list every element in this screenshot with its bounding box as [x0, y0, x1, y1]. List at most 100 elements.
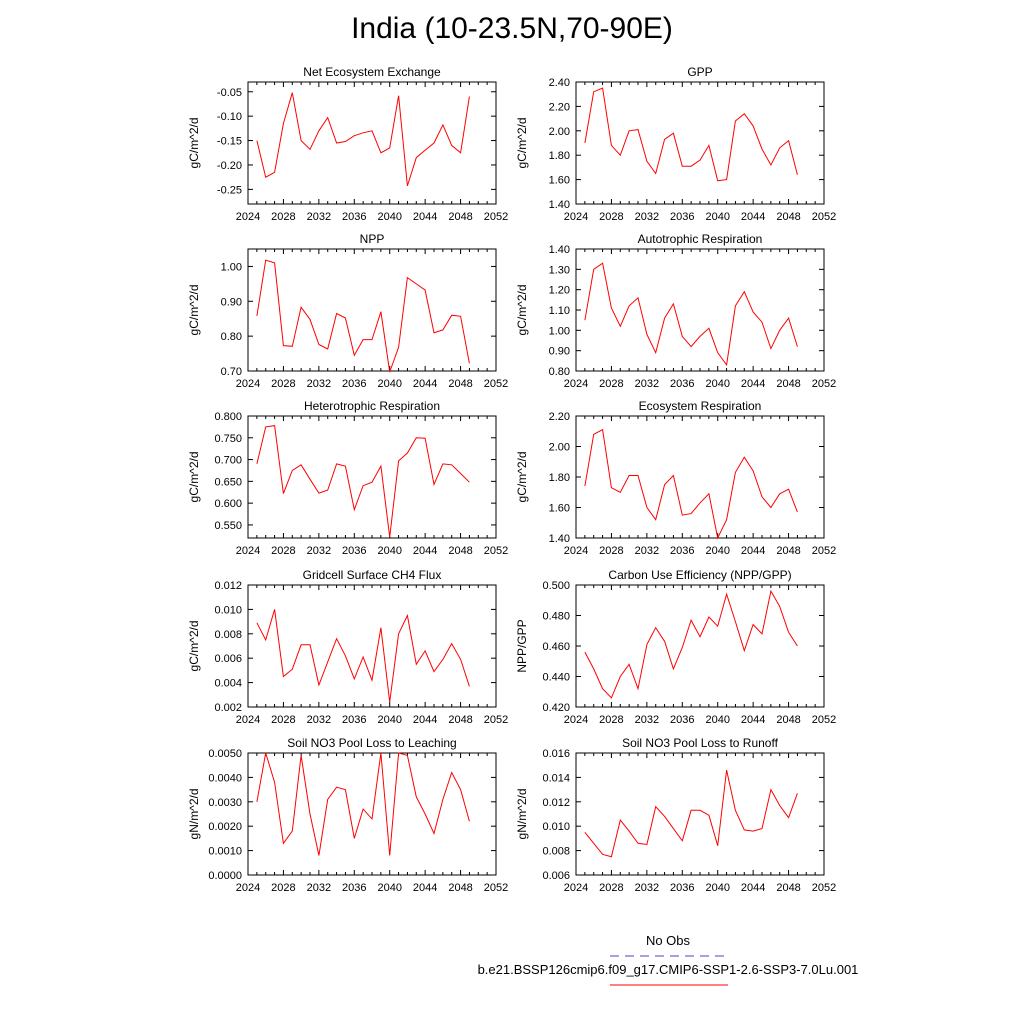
- y-tick-label: 0.80: [549, 366, 570, 378]
- plot-frame: [247, 752, 497, 876]
- y-tick-label: 1.10: [549, 305, 570, 317]
- panel-title: Soil NO3 Pool Loss to Runoff: [622, 736, 779, 750]
- x-tick-label: 2040: [705, 211, 729, 223]
- y-tick-label: 0.008: [214, 629, 242, 641]
- y-tick-label: 0.008: [542, 846, 570, 858]
- series-line: [584, 262, 798, 367]
- x-tick-label: 2040: [377, 378, 401, 390]
- x-tick-label: 2036: [670, 378, 694, 390]
- y-tick-label: 1.00: [549, 325, 570, 337]
- x-tick-label: 2040: [705, 714, 729, 726]
- x-tick-label: 2044: [741, 714, 765, 726]
- plot-frame: [575, 752, 825, 876]
- x-tick-label: 2040: [705, 378, 729, 390]
- series-line: [256, 259, 470, 373]
- chart-panel: Gridcell Surface CH4 Flux gC/m^2/d 2024 202…: [187, 568, 508, 726]
- y-axis-label: gC/m^2/d: [515, 452, 529, 503]
- plot-frame: [575, 81, 825, 205]
- y-tick-label: 1.80: [549, 472, 570, 484]
- x-tick-label: 2024: [564, 882, 588, 894]
- x-tick-label: 2032: [307, 545, 331, 557]
- x-tick-label: 2032: [635, 378, 659, 390]
- y-tick-label: 0.016: [542, 748, 570, 760]
- x-tick-label: 2048: [448, 714, 472, 726]
- x-tick-label: 2032: [635, 211, 659, 223]
- y-tick-label: 0.0050: [208, 748, 242, 760]
- series-line: [584, 87, 798, 182]
- x-tick-label: 2052: [812, 882, 836, 894]
- x-tick-label: 2028: [271, 378, 295, 390]
- y-axis-label: gN/m^2/d: [515, 789, 529, 840]
- x-tick-label: 2052: [812, 545, 836, 557]
- y-axis-label: gN/m^2/d: [187, 789, 201, 840]
- y-axis-label: gC/m^2/d: [515, 285, 529, 336]
- y-tick-label: 0.440: [542, 672, 570, 684]
- y-tick-label: 1.40: [549, 244, 570, 256]
- series-line: [584, 769, 798, 858]
- x-tick-label: 2040: [377, 882, 401, 894]
- series-line: [256, 92, 470, 187]
- series-line: [256, 752, 470, 856]
- y-tick-label: 0.480: [542, 611, 570, 623]
- series-line: [256, 425, 470, 538]
- figure-title: India (10-23.5N,70-90E): [351, 12, 673, 45]
- y-tick-label: 0.600: [214, 498, 242, 510]
- x-tick-label: 2036: [670, 545, 694, 557]
- y-tick-label: 0.700: [214, 455, 242, 467]
- x-tick-label: 2048: [448, 545, 472, 557]
- series-line: [584, 428, 798, 540]
- x-tick-label: 2032: [307, 882, 331, 894]
- plot-frame: [247, 81, 497, 205]
- y-axis-label: gC/m^2/d: [187, 285, 201, 336]
- x-tick-label: 2032: [635, 545, 659, 557]
- y-axis-label: gC/m^2/d: [187, 118, 201, 169]
- x-tick-label: 2024: [564, 378, 588, 390]
- x-tick-label: 2052: [484, 714, 508, 726]
- x-tick-label: 2052: [484, 545, 508, 557]
- y-axis-label: gC/m^2/d: [515, 118, 529, 169]
- y-tick-label: 0.460: [542, 641, 570, 653]
- y-tick-label: 0.420: [542, 702, 570, 714]
- y-tick-label: 1.40: [549, 533, 570, 545]
- x-tick-label: 2024: [236, 714, 260, 726]
- x-tick-label: 2028: [271, 714, 295, 726]
- y-tick-label: 0.0030: [208, 797, 242, 809]
- x-tick-label: 2048: [448, 211, 472, 223]
- plot-frame: [575, 584, 825, 708]
- y-tick-label: -0.25: [217, 184, 242, 196]
- x-tick-label: 2032: [307, 714, 331, 726]
- x-tick-label: 2048: [448, 378, 472, 390]
- x-tick-label: 2032: [307, 211, 331, 223]
- y-tick-label: 2.20: [549, 411, 570, 423]
- x-tick-label: 2028: [599, 211, 623, 223]
- series-line: [584, 589, 798, 699]
- x-tick-label: 2032: [307, 378, 331, 390]
- x-tick-label: 2052: [484, 882, 508, 894]
- y-tick-label: 0.012: [214, 580, 242, 592]
- y-tick-label: 0.002: [214, 702, 242, 714]
- y-tick-label: 0.0010: [208, 846, 242, 858]
- x-tick-label: 2028: [271, 211, 295, 223]
- y-tick-label: 0.010: [214, 604, 242, 616]
- y-tick-label: 0.750: [214, 433, 242, 445]
- plot-frame: [247, 248, 497, 372]
- plot-frame: [247, 584, 497, 708]
- y-tick-label: 0.0040: [208, 772, 242, 784]
- x-tick-label: 2036: [342, 378, 366, 390]
- y-tick-label: 0.012: [542, 797, 570, 809]
- x-tick-label: 2048: [448, 882, 472, 894]
- x-tick-label: 2036: [342, 545, 366, 557]
- chart-panel: Heterotrophic Respiration gC/m^2/d 2024 202…: [187, 399, 508, 557]
- y-tick-label: 1.00: [221, 261, 242, 273]
- x-tick-label: 2028: [599, 545, 623, 557]
- x-tick-label: 2048: [776, 211, 800, 223]
- panel-title: Ecosystem Respiration: [639, 399, 762, 413]
- x-tick-label: 2048: [776, 378, 800, 390]
- y-tick-label: 0.90: [549, 346, 570, 358]
- x-tick-label: 2028: [599, 378, 623, 390]
- chart-panel: Net Ecosystem Exchange gC/m^2/d 2024 2028 20…: [187, 65, 508, 223]
- panel-title: Net Ecosystem Exchange: [303, 65, 441, 79]
- panel-title: NPP: [360, 232, 385, 246]
- x-tick-label: 2036: [670, 211, 694, 223]
